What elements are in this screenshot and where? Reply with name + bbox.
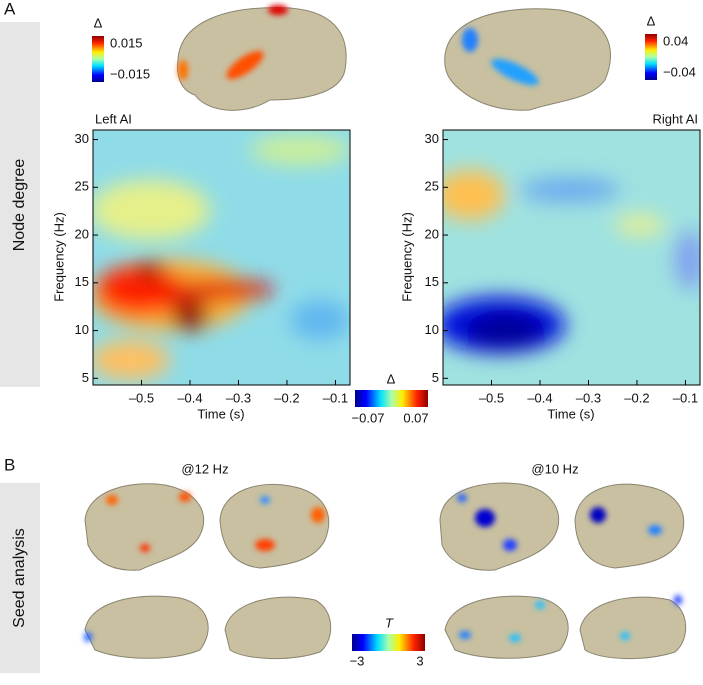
x-tick-label: –0.2: [274, 390, 299, 405]
y-tick-label: 30: [425, 131, 439, 146]
panel-label: B: [4, 455, 15, 474]
colorbar-min: −0.04: [663, 64, 696, 79]
x-tick-label: –0.1: [323, 390, 348, 405]
condition-label: @12 Hz: [181, 461, 228, 476]
plot-frame: [92, 129, 351, 386]
panel-label: A: [4, 0, 16, 18]
side-label: Seed analysis: [11, 528, 28, 628]
y-label: Frequency (Hz): [51, 212, 66, 302]
heatmap: [443, 130, 700, 385]
y-tick-label: 15: [75, 274, 89, 289]
colorbar: [645, 34, 657, 80]
y-tick-label: 5: [82, 370, 89, 385]
side-bar: [0, 22, 40, 387]
y-tick-label: 20: [425, 226, 439, 241]
condition-label: @10 Hz: [531, 461, 578, 476]
y-tick-label: 30: [75, 131, 89, 146]
brain: [444, 8, 612, 111]
x-tick-label: –0.5: [479, 390, 504, 405]
colorbar-symbol: Δ: [94, 15, 103, 30]
colorbar-max: 0.015: [110, 35, 143, 50]
side-bar: [0, 483, 40, 673]
x-tick-label: –0.4: [527, 390, 552, 405]
brain: [177, 5, 347, 111]
plot-frame: [442, 129, 701, 386]
colorbar: [352, 634, 425, 651]
colorbar-max: 0.07: [403, 410, 428, 425]
x-tick-label: –0.2: [624, 390, 649, 405]
y-tick-label: 25: [75, 179, 89, 194]
y-tick-label: 15: [425, 274, 439, 289]
heatmap: [93, 130, 350, 385]
x-label: Time (s): [547, 406, 594, 421]
colorbar-symbol: Δ: [387, 371, 396, 386]
x-tick-label: –0.3: [226, 390, 251, 405]
y-tick-label: 5: [432, 370, 439, 385]
x-tick-label: –0.3: [576, 390, 601, 405]
x-tick-label: –0.5: [129, 390, 154, 405]
y-tick-label: 10: [425, 322, 439, 337]
colorbar: [355, 390, 428, 407]
plot-title: Left AI: [95, 111, 132, 126]
y-tick-label: 10: [75, 322, 89, 337]
colorbar-symbol: T: [385, 615, 394, 630]
colorbar-max: 3: [416, 653, 423, 668]
x-tick-label: –0.1: [673, 390, 698, 405]
x-label: Time (s): [197, 406, 244, 421]
side-label: Node degree: [11, 159, 28, 252]
colorbar-min: −3: [350, 653, 365, 668]
y-tick-label: 25: [425, 179, 439, 194]
activation-spots: [84, 492, 682, 642]
colorbar-min: −0.07: [352, 410, 385, 425]
y-tick-label: 20: [75, 226, 89, 241]
x-tick-label: –0.4: [177, 390, 202, 405]
colorbar-symbol: Δ: [647, 13, 656, 28]
brain-views: [84, 482, 687, 659]
y-label: Frequency (Hz): [399, 212, 414, 302]
plot-title: Right AI: [652, 111, 698, 126]
colorbar-min: −0.015: [110, 66, 150, 81]
colorbar-max: 0.04: [663, 33, 688, 48]
colorbar: [92, 36, 104, 82]
